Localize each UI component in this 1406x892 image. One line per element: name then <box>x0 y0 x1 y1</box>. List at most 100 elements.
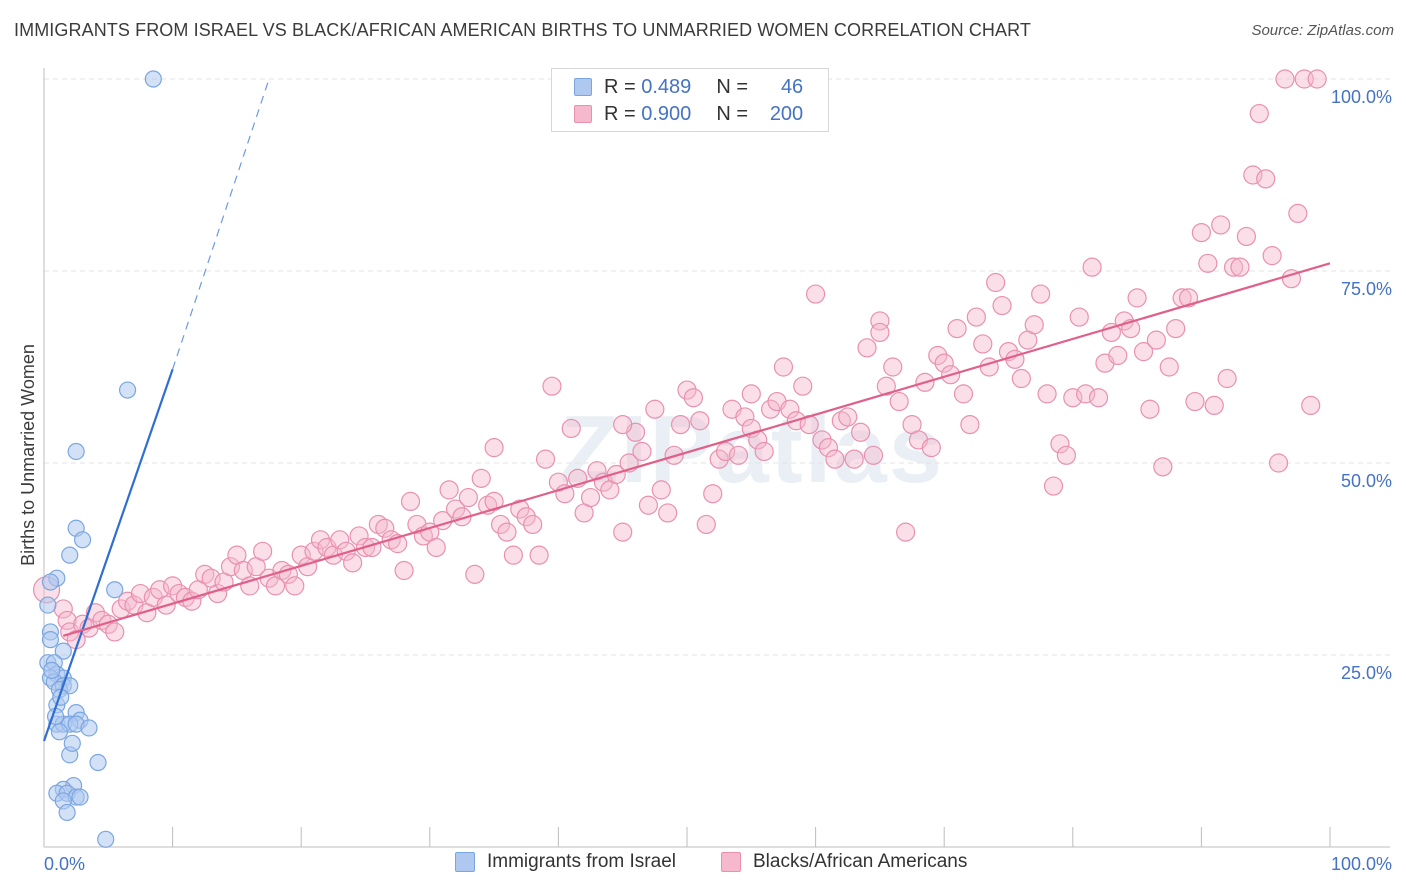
black-point-87 <box>606 464 626 485</box>
chart-title: IMMIGRANTS FROM ISRAEL VS BLACK/AFRICAN … <box>14 20 1031 40</box>
black-point-200 <box>870 322 890 343</box>
black-point-121 <box>825 449 845 469</box>
black-point-183 <box>1223 257 1244 277</box>
black-point-98 <box>677 380 697 400</box>
israel-point-1 <box>118 381 137 399</box>
black-point-162 <box>1088 388 1109 408</box>
black-point-158 <box>1063 388 1083 408</box>
black-point-102 <box>703 484 723 504</box>
israel-legend-label: Immigrants from Israel <box>487 851 676 872</box>
black-swatch <box>574 105 592 123</box>
black-point-65 <box>465 564 485 584</box>
black-point-137 <box>928 345 948 366</box>
israel-point-0 <box>144 70 162 88</box>
legend-r-label: R = <box>604 102 636 125</box>
black-trend-line <box>62 262 1331 637</box>
x-tick-label-max: 100.0% <box>1331 854 1392 874</box>
chart-source: Source: ZipAtlas.com <box>1251 22 1394 39</box>
black-point-71 <box>503 545 523 565</box>
black-point-75 <box>529 545 549 565</box>
black-point-157 <box>1056 445 1076 465</box>
black-point-132 <box>896 522 916 542</box>
black-point-91 <box>632 441 652 462</box>
black-point-59 <box>426 537 446 558</box>
black-point-119 <box>812 430 832 450</box>
black-point-188 <box>1256 169 1276 189</box>
black-point-125 <box>851 422 871 442</box>
black-point-185 <box>1236 226 1257 247</box>
black-point-114 <box>780 399 800 419</box>
y-tick-labels: 25.0% 50.0% 75.0% 100.0% <box>1331 87 1392 683</box>
black-point-1 <box>57 610 77 631</box>
black-point-62 <box>445 499 466 519</box>
israel-point-11 <box>41 631 60 649</box>
israel-point-7 <box>41 573 60 591</box>
israel-series-points <box>39 70 162 848</box>
black-point-111 <box>760 399 781 419</box>
black-point-193 <box>1288 203 1308 223</box>
israel-point-12 <box>54 642 72 660</box>
black-legend-swatch <box>721 852 741 872</box>
black-point-178 <box>1191 223 1212 243</box>
black-point-165 <box>1108 345 1128 366</box>
israel-point-4 <box>73 531 92 549</box>
black-point-13 <box>130 583 151 604</box>
legend-r-label: R = <box>604 75 636 98</box>
black-point-94 <box>651 480 671 500</box>
israel-swatch <box>574 78 592 96</box>
black-point-154 <box>1037 384 1057 404</box>
black-point-101 <box>696 514 716 535</box>
y-tick-label-2: 75.0% <box>1341 279 1392 299</box>
israel-point-30 <box>50 723 69 741</box>
black-point-190 <box>1268 453 1289 473</box>
black-point-173 <box>1159 357 1179 377</box>
black-point-70 <box>497 522 517 542</box>
black-point-72 <box>510 499 530 519</box>
israel-trend-extension <box>172 78 270 370</box>
bottom-legend-israel: Immigrants from Israel <box>455 851 676 873</box>
legend-n-label: N = <box>716 75 749 98</box>
black-point-181 <box>1211 215 1231 235</box>
black-point-186 <box>1243 165 1263 185</box>
black-point-156 <box>1050 434 1070 454</box>
black-point-100 <box>690 411 710 431</box>
legend-israel-n: 46 <box>780 75 804 98</box>
y-tick-label-3: 100.0% <box>1331 87 1392 107</box>
black-point-179 <box>1198 253 1218 273</box>
black-point-9 <box>105 622 125 642</box>
black-point-95 <box>658 503 678 523</box>
black-point-27 <box>220 557 241 577</box>
black-point-55 <box>400 491 421 511</box>
black-point-66 <box>471 468 491 488</box>
black-point-124 <box>844 449 864 469</box>
black-point-197 <box>484 438 504 458</box>
black-point-107 <box>735 407 755 427</box>
black-point-106 <box>728 445 749 465</box>
israel-point-2 <box>67 442 85 461</box>
black-point-83 <box>580 487 601 508</box>
black-point-32 <box>253 541 273 561</box>
black-point-180 <box>1204 395 1224 415</box>
black-point-76 <box>535 449 556 469</box>
black-point-110 <box>754 441 774 462</box>
israel-trend-line <box>42 368 174 742</box>
black-point-199 <box>741 384 761 404</box>
israel-point-42 <box>43 661 61 679</box>
black-point-40 <box>304 541 324 561</box>
y-axis-label: Births to Unmarried Women <box>18 344 38 566</box>
black-point-155 <box>1043 476 1064 496</box>
black-point-64 <box>458 487 478 508</box>
black-point-171 <box>1146 330 1166 350</box>
black-point-69 <box>490 514 511 535</box>
black-point-184 <box>1230 257 1250 277</box>
black-point-41 <box>310 530 331 550</box>
bottom-legend-black: Blacks/African Americans <box>721 851 967 873</box>
black-point-174 <box>1166 319 1186 339</box>
black-point-138 <box>934 353 954 373</box>
black-point-129 <box>876 376 896 396</box>
black-point-142 <box>960 415 980 435</box>
y-tick-label-1: 50.0% <box>1341 471 1392 491</box>
black-point-182 <box>1217 368 1237 389</box>
black-point-195 <box>1301 395 1321 415</box>
black-point-150 <box>1011 368 1031 389</box>
